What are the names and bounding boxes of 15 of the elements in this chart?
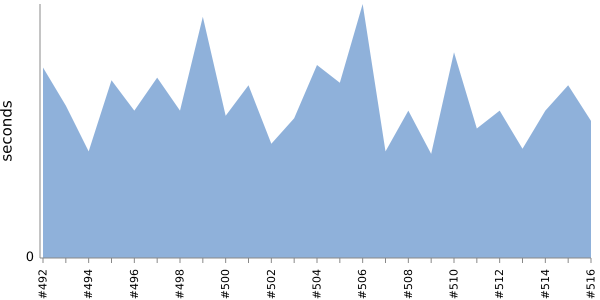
x-tick-label: #492 [36,269,50,300]
x-tick-label: #506 [356,269,370,300]
x-tick-label: #500 [219,269,232,300]
x-tick-label: #504 [310,269,324,300]
x-tick-label: #508 [402,269,415,300]
x-tick-label: #514 [538,269,552,300]
x-tick-label: #510 [448,269,460,300]
x-tick-label: #496 [128,269,141,300]
x-tick-label: #516 [584,269,598,300]
x-tick-label: #498 [174,269,186,300]
y-axis-title: seconds [0,100,16,162]
x-tick-label: #502 [264,269,278,300]
x-tick-label: #494 [82,269,96,300]
text: 0 [26,250,34,266]
x-tick-label: #512 [493,269,506,300]
